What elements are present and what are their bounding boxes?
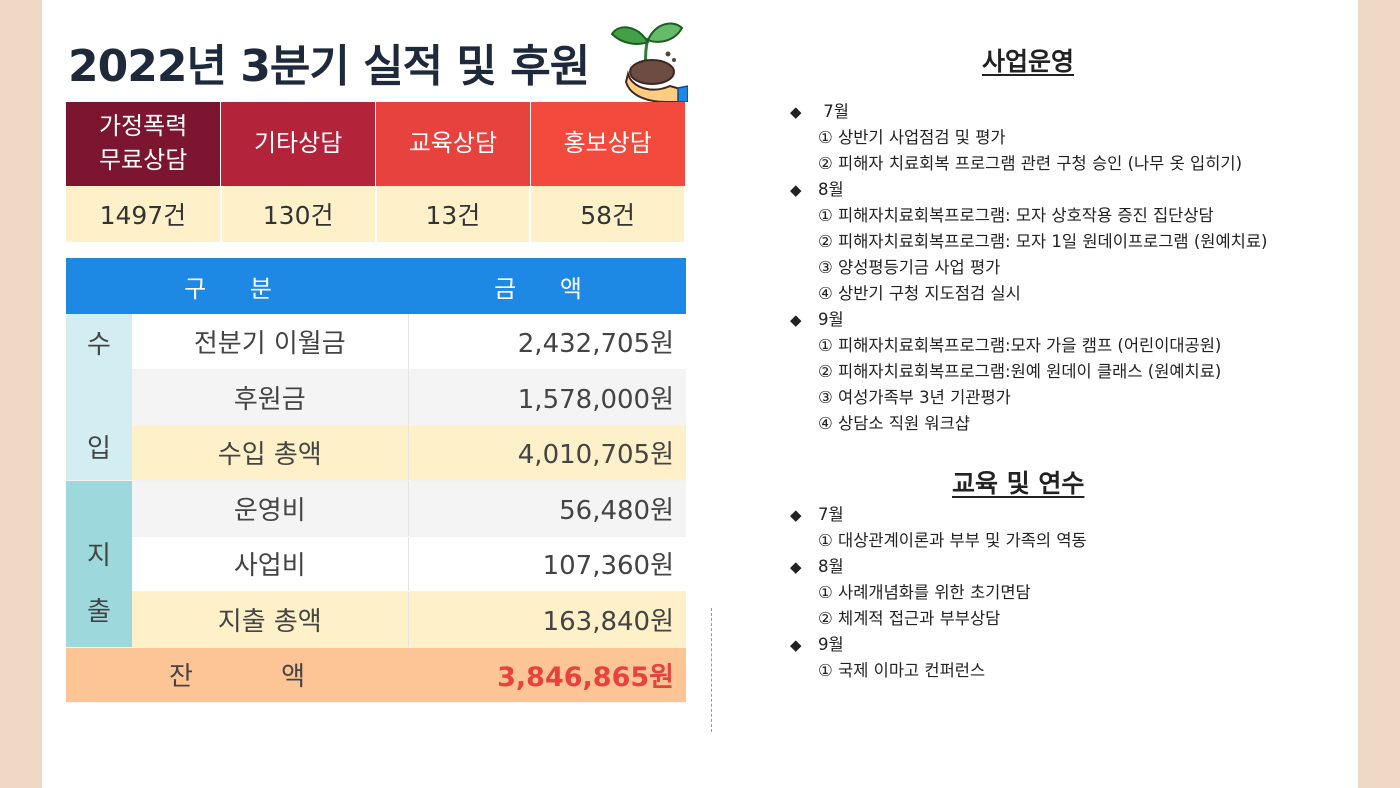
- diamond-bullet-icon: ◆: [790, 558, 802, 576]
- dashed-divider: [711, 608, 712, 732]
- income-char-1: 수: [87, 330, 111, 360]
- row-label: 사업비: [132, 536, 409, 592]
- finance-table: 구 분 금 액 수 입 전분기 이월금 2,432,705원 후원금 1,578…: [66, 258, 687, 703]
- balance-label: 잔 액: [66, 647, 409, 703]
- month-label: 8월: [818, 557, 844, 576]
- counsel-header-education: 교육상담: [375, 102, 531, 186]
- list-item: ② 체계적 접근과 부부상담: [818, 609, 1001, 628]
- counsel-header-other: 기타상담: [220, 102, 376, 186]
- diamond-bullet-icon: ◆: [790, 103, 802, 121]
- row-amount: 107,360원: [408, 536, 687, 592]
- list-item: ① 피해자치료회복프로그램: 모자 상호작용 증진 집단상담: [818, 206, 1214, 225]
- table-row: 지출 총액 163,840원: [66, 591, 687, 648]
- business-section-title: 사업운영: [982, 47, 1075, 76]
- table-row: 후원금 1,578,000원: [66, 369, 687, 426]
- table-row: 사업비 107,360원: [66, 536, 687, 592]
- sprout-in-hand-icon: [610, 22, 688, 102]
- counsel-value-domestic-violence: 1497건: [66, 186, 222, 242]
- expense-char-2: 출: [87, 596, 111, 627]
- month-label: 7월: [818, 505, 844, 524]
- diamond-bullet-icon: ◆: [790, 636, 802, 654]
- page-title: 2022년 3분기 실적 및 후원: [68, 41, 590, 92]
- counsel-value-other: 130건: [220, 186, 377, 242]
- education-section-title: 교육 및 연수: [952, 469, 1085, 498]
- list-item: ② 피해자치료회복프로그램:원예 원데이 클래스 (원예치료): [818, 362, 1222, 381]
- income-char-2: 입: [87, 434, 111, 464]
- row-amount: 163,840원: [408, 591, 687, 648]
- row-label: 전분기 이월금: [132, 314, 409, 370]
- counsel-header-domestic-violence: 가정폭력 무료상담: [66, 102, 222, 186]
- list-item: ① 국제 이마고 컨퍼런스: [818, 661, 986, 680]
- expense-category: 지 출: [66, 480, 132, 648]
- counsel-header-promotion: 홍보상담: [530, 102, 686, 186]
- month-label: 9월: [818, 310, 844, 329]
- income-category: 수 입: [66, 314, 132, 481]
- month-label: 9월: [818, 635, 844, 654]
- table-row: 지 출 운영비 56,480원: [66, 480, 687, 648]
- row-label: 수입 총액: [132, 425, 409, 481]
- month-heading: ◆ 7월: [790, 99, 1267, 125]
- month-heading: ◆ 9월: [790, 632, 1087, 658]
- list-item: ② 피해자 치료회복 프로그램 관련 구청 승인 (나무 옷 입히기): [818, 154, 1243, 173]
- row-amount: 2,432,705원: [408, 314, 687, 370]
- month-heading: ◆ 7월: [790, 502, 1087, 528]
- row-label: 지출 총액: [132, 591, 409, 648]
- row-label: 후원금: [132, 369, 409, 426]
- diamond-bullet-icon: ◆: [790, 506, 802, 524]
- list-item: ① 대상관계이론과 부부 및 가족의 역동: [818, 531, 1087, 550]
- row-amount: 56,480원: [408, 480, 687, 537]
- row-amount: 1,578,000원: [408, 369, 687, 426]
- month-heading: ◆ 8월: [790, 177, 1267, 203]
- month-heading: ◆ 8월: [790, 554, 1087, 580]
- list-item: ④ 상반기 구청 지도점검 실시: [818, 284, 1021, 303]
- list-item: ③ 양성평등기금 사업 평가: [818, 258, 1001, 277]
- counseling-stats-table: 가정폭력 무료상담 기타상담 교육상담 홍보상담 1497건 130건 13건 …: [66, 102, 686, 242]
- row-label: 운영비: [132, 480, 409, 537]
- education-list: ◆ 7월 ① 대상관계이론과 부부 및 가족의 역동 ◆ 8월 ① 사례개념화를 위…: [790, 502, 1087, 684]
- balance-amount: 3,846,865원: [408, 647, 687, 703]
- counsel-value-education: 13건: [375, 186, 532, 242]
- slide: 2022년 3분기 실적 및 후원 가정폭력 무료상담 기타상담 교육상담 홍보…: [42, 0, 1358, 788]
- list-item: ④ 상담소 직원 워크샵: [818, 414, 970, 433]
- month-label: 7월: [818, 102, 849, 121]
- expense-char-1: 지: [87, 540, 111, 571]
- row-amount: 4,010,705원: [408, 425, 687, 481]
- table-row: 수입 총액 4,010,705원: [66, 425, 687, 481]
- month-heading: ◆ 9월: [790, 307, 1267, 333]
- table-row: 수 입 전분기 이월금 2,432,705원: [66, 314, 687, 481]
- finance-header-amount: 금 액: [408, 258, 687, 314]
- finance-header-category: 구 분: [66, 258, 409, 314]
- counsel-value-promotion: 58건: [530, 186, 686, 242]
- list-item: ① 상반기 사업점검 및 평가: [818, 128, 1006, 147]
- list-item: ② 피해자치료회복프로그램: 모자 1일 원데이프로그램 (원예치료): [818, 232, 1268, 251]
- list-item: ① 사례개념화를 위한 초기면담: [818, 583, 1031, 602]
- month-label: 8월: [818, 180, 844, 199]
- diamond-bullet-icon: ◆: [790, 181, 802, 199]
- list-item: ① 피해자치료회복프로그램:모자 가을 캠프 (어린이대공원): [818, 336, 1222, 355]
- list-item: ③ 여성가족부 3년 기관평가: [818, 388, 1011, 407]
- balance-row: 잔 액 3,846,865원: [66, 647, 687, 703]
- business-list: ◆ 7월 ① 상반기 사업점검 및 평가 ② 피해자 치료회복 프로그램 관련 …: [790, 99, 1267, 437]
- diamond-bullet-icon: ◆: [790, 311, 802, 329]
